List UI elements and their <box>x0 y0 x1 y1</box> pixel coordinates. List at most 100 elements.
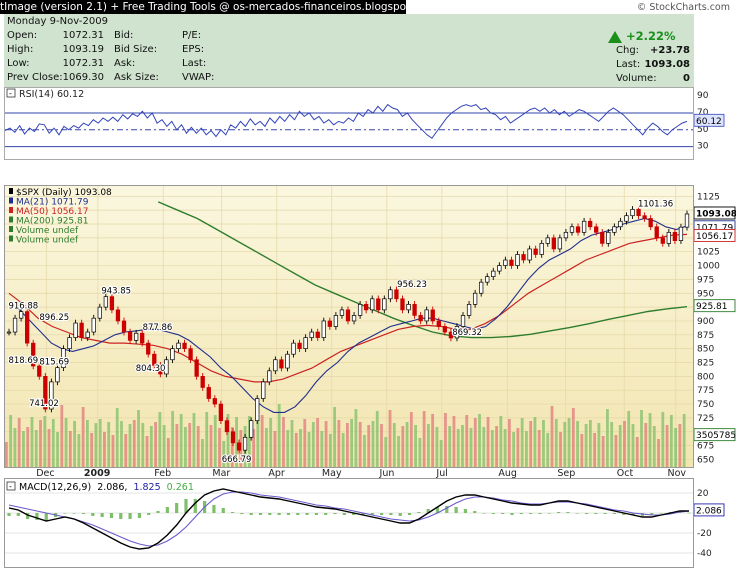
macd-hist-bar <box>566 512 570 513</box>
collapse-icon[interactable] <box>6 88 16 98</box>
candle-body <box>400 298 405 311</box>
x-tick-label: Apr <box>268 468 285 478</box>
macd-collapse-icon[interactable] <box>6 481 16 491</box>
candle-body <box>491 270 496 277</box>
macd-hist-bar <box>473 511 477 513</box>
price-tick-label: 1125 <box>697 192 720 202</box>
macd-last-value: 2.086 <box>696 506 722 516</box>
candle-body <box>73 322 78 338</box>
candle-body <box>430 309 435 322</box>
volume-bar <box>303 419 307 467</box>
candle-body <box>388 289 393 300</box>
macd-hist-bar <box>296 513 300 515</box>
candle-body <box>267 370 272 383</box>
candle-body <box>678 226 684 241</box>
volume-bar <box>478 414 481 467</box>
volume-bar <box>559 432 562 467</box>
volume-bar <box>456 429 460 467</box>
macd-hist-bar <box>575 513 579 514</box>
volume-bar <box>593 433 597 467</box>
volume-bar <box>56 432 59 467</box>
candle-body <box>61 348 66 369</box>
volume-bar <box>576 421 579 467</box>
price-annotation: 877.86 <box>143 323 173 333</box>
macd-hist-bar <box>463 509 468 513</box>
volume-bar <box>43 416 47 467</box>
candle-body <box>182 342 187 350</box>
macd-hist-bar <box>26 513 30 519</box>
volume-bar <box>401 426 405 467</box>
candle-body <box>236 442 242 451</box>
volume-bar <box>294 433 298 467</box>
volume-bar <box>563 422 567 467</box>
volume-bar <box>674 428 678 467</box>
volume-bar <box>213 415 217 467</box>
up-arrow-icon <box>608 31 622 43</box>
volume-bar <box>665 425 669 467</box>
volume-bar <box>533 417 537 467</box>
volume-bar <box>439 440 443 467</box>
candle-body <box>327 320 332 327</box>
legend-swatch <box>9 235 13 242</box>
candle-body <box>85 331 90 338</box>
candle-body <box>654 226 659 239</box>
macd-hist-bar <box>35 513 39 520</box>
candle-body <box>394 289 399 300</box>
candle-body <box>497 265 502 272</box>
macd-hist-bar <box>286 513 291 515</box>
macd-hist-bar <box>659 513 663 514</box>
candle-body <box>472 292 478 305</box>
candle-body <box>684 213 690 228</box>
volume-bar <box>107 422 111 467</box>
macd-hist-bar <box>249 513 253 515</box>
volume-bar <box>22 431 25 467</box>
volume-bar <box>414 425 417 467</box>
volume-bar <box>465 415 469 467</box>
candle-body <box>612 226 617 233</box>
quote-panel: Monday 9-Nov-2009 Open: 1072.31 High: 10… <box>4 14 694 88</box>
chg-value: +23.78 <box>649 45 690 56</box>
macd-hist-bar <box>44 513 48 521</box>
volume-bar <box>218 428 221 467</box>
candle-body <box>140 332 145 344</box>
volume-bar <box>47 429 51 467</box>
price-tick-label: 825 <box>697 359 714 369</box>
volume-bar <box>273 431 277 467</box>
macd-hist-bar <box>510 513 514 515</box>
macd-hist-bar <box>212 505 216 513</box>
volume-bar <box>444 413 447 467</box>
price-annotation: 666.79 <box>222 455 252 465</box>
macd-hist-bar <box>556 512 561 513</box>
volume-bar <box>580 434 584 467</box>
volume-bar <box>661 412 665 467</box>
price-last-label: 3505785 <box>696 431 736 441</box>
candle-body <box>521 254 526 261</box>
volume-bar <box>397 436 400 467</box>
volume-bar <box>537 430 541 467</box>
volume-bar <box>137 410 140 467</box>
volume-bar <box>452 416 456 467</box>
x-tick-label: 2009 <box>84 468 110 478</box>
price-tick-label: 750 <box>697 400 714 410</box>
volume-bar <box>60 405 64 467</box>
candle-body <box>224 420 230 433</box>
volume-bar <box>529 421 533 467</box>
volume-bar <box>388 410 392 467</box>
candle-body <box>424 309 429 322</box>
candle-body <box>515 254 520 266</box>
candle-body <box>624 215 629 222</box>
macd-legend-signal: 1.825 <box>133 482 160 493</box>
candle-body <box>109 296 115 311</box>
candle-body <box>551 237 556 250</box>
price-annotation: 869.32 <box>452 328 482 338</box>
x-tick-label: Feb <box>154 468 171 478</box>
price-annotation: 818.69 <box>8 356 38 366</box>
volume-bar <box>277 404 281 467</box>
price-last-label: 1071.79 <box>696 223 733 233</box>
candle-body <box>485 276 490 283</box>
price-last-label: 925.81 <box>696 302 728 312</box>
volume-bar <box>81 407 85 467</box>
volume-bar <box>657 439 660 467</box>
candle-body <box>321 320 326 338</box>
volume-bar <box>554 419 558 467</box>
